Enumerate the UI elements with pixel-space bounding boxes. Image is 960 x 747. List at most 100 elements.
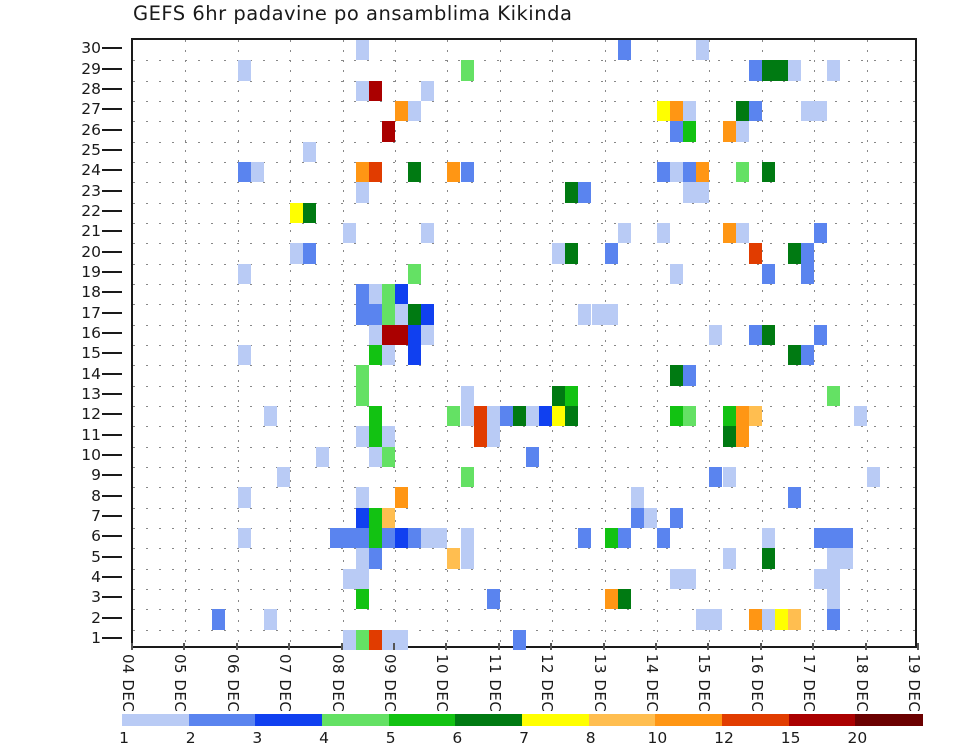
y-axis-tick-mark (102, 47, 122, 50)
heatmap-cell (395, 324, 409, 345)
heatmap-cell (696, 182, 710, 203)
heatmap-cell (237, 528, 251, 549)
heatmap-cell (355, 80, 369, 101)
heatmap-cell (670, 507, 684, 528)
x-axis-tick-mark (497, 643, 500, 650)
colorbar-tick-label: 20 (847, 729, 868, 747)
heatmap-cell (696, 40, 710, 61)
heatmap-cell (683, 182, 697, 203)
heatmap-cell (460, 467, 474, 488)
heatmap-cell (814, 528, 828, 549)
heatmap-cell (355, 507, 369, 528)
x-axis-tick-mark (917, 643, 919, 650)
y-axis-tick-label: 28 (81, 79, 101, 98)
heatmap-cell (696, 609, 710, 630)
heatmap-cell (735, 101, 749, 122)
heatmap-cell (761, 263, 775, 284)
heatmap-cell (722, 121, 736, 142)
y-axis-tick-mark (102, 636, 122, 639)
heatmap-cell (761, 324, 775, 345)
heatmap-cell (604, 243, 618, 264)
y-axis-tick-label: 30 (81, 39, 101, 58)
x-axis-tick-mark (288, 643, 291, 650)
heatmap-cells (133, 40, 915, 650)
heatmap-cell (591, 304, 605, 325)
heatmap-cell (617, 40, 631, 61)
y-axis-tick-mark (102, 270, 122, 273)
x-axis-tick-label: 15 DEC (695, 654, 714, 713)
heatmap-cell (526, 446, 540, 467)
heatmap-cell (408, 345, 422, 366)
heatmap-cell (368, 629, 382, 650)
y-axis-tick-mark (102, 433, 122, 436)
x-axis-tick-mark (864, 643, 867, 650)
heatmap-cell (303, 141, 317, 162)
heatmap-cell (670, 263, 684, 284)
heatmap-cell (814, 223, 828, 244)
heatmap-cell (512, 406, 526, 427)
heatmap-cell (657, 101, 671, 122)
y-axis-tick-label: 8 (91, 486, 101, 505)
heatmap-cell (355, 284, 369, 305)
heatmap-cell (827, 60, 841, 81)
heatmap-cell (840, 548, 854, 569)
heatmap-cell (237, 487, 251, 508)
colorbar-segment (255, 714, 323, 726)
heatmap-cell (801, 101, 815, 122)
heatmap-cell (657, 223, 671, 244)
heatmap-cell (395, 629, 409, 650)
heatmap-cell (303, 202, 317, 223)
heatmap-cell (761, 60, 775, 81)
x-axis-tick-label: 13 DEC (590, 654, 609, 713)
colorbar-tick-label: 2 (185, 729, 196, 747)
heatmap-cell (774, 60, 788, 81)
y-axis-tick-label: 20 (81, 242, 101, 261)
heatmap-cell (408, 162, 422, 183)
heatmap-cell (447, 406, 461, 427)
y-axis-tick-label: 26 (81, 120, 101, 139)
heatmap-cell (303, 243, 317, 264)
y-axis-tick-label: 18 (81, 283, 101, 302)
heatmap-cell (670, 162, 684, 183)
colorbar-segment (588, 714, 656, 726)
heatmap-cell (748, 406, 762, 427)
heatmap-cell (788, 609, 802, 630)
heatmap-cell (840, 528, 854, 549)
y-axis-tick-label: 10 (81, 445, 101, 464)
heatmap-cell (761, 548, 775, 569)
y-axis-tick-mark (102, 494, 122, 497)
heatmap-cell (421, 324, 435, 345)
heatmap-cell (630, 487, 644, 508)
heatmap-cell (277, 467, 291, 488)
heatmap-cell (408, 528, 422, 549)
heatmap-cell (355, 40, 369, 61)
heatmap-cell (709, 609, 723, 630)
heatmap-cell (381, 528, 395, 549)
heatmap-cell (617, 528, 631, 549)
y-axis-tick-mark (102, 555, 122, 558)
heatmap-cell (355, 182, 369, 203)
colorbar-tick-label: 10 (647, 729, 668, 747)
heatmap-cell (827, 568, 841, 589)
heatmap-cell (735, 223, 749, 244)
x-axis-tick-mark (707, 643, 710, 650)
heatmap-cell (761, 162, 775, 183)
y-axis-tick-label: 21 (81, 222, 101, 241)
heatmap-cell (552, 385, 566, 406)
y-axis-tick-label: 22 (81, 201, 101, 220)
heatmap-cell (801, 243, 815, 264)
heatmap-cell (355, 487, 369, 508)
heatmap-cell (578, 528, 592, 549)
heatmap-cell (748, 101, 762, 122)
page-title: GEFS 6hr padavine po ansamblima Kikinda (133, 2, 573, 25)
y-axis-tick-mark (102, 453, 122, 456)
x-axis-tick-label: 07 DEC (276, 654, 295, 713)
heatmap-cell (237, 162, 251, 183)
heatmap-cell (342, 223, 356, 244)
y-axis-tick-mark (102, 169, 122, 172)
heatmap-cell (381, 304, 395, 325)
heatmap-cell (814, 324, 828, 345)
colorbar-segment (655, 714, 723, 726)
x-axis-tick-label: 05 DEC (171, 654, 190, 713)
colorbar-segment (722, 714, 790, 726)
